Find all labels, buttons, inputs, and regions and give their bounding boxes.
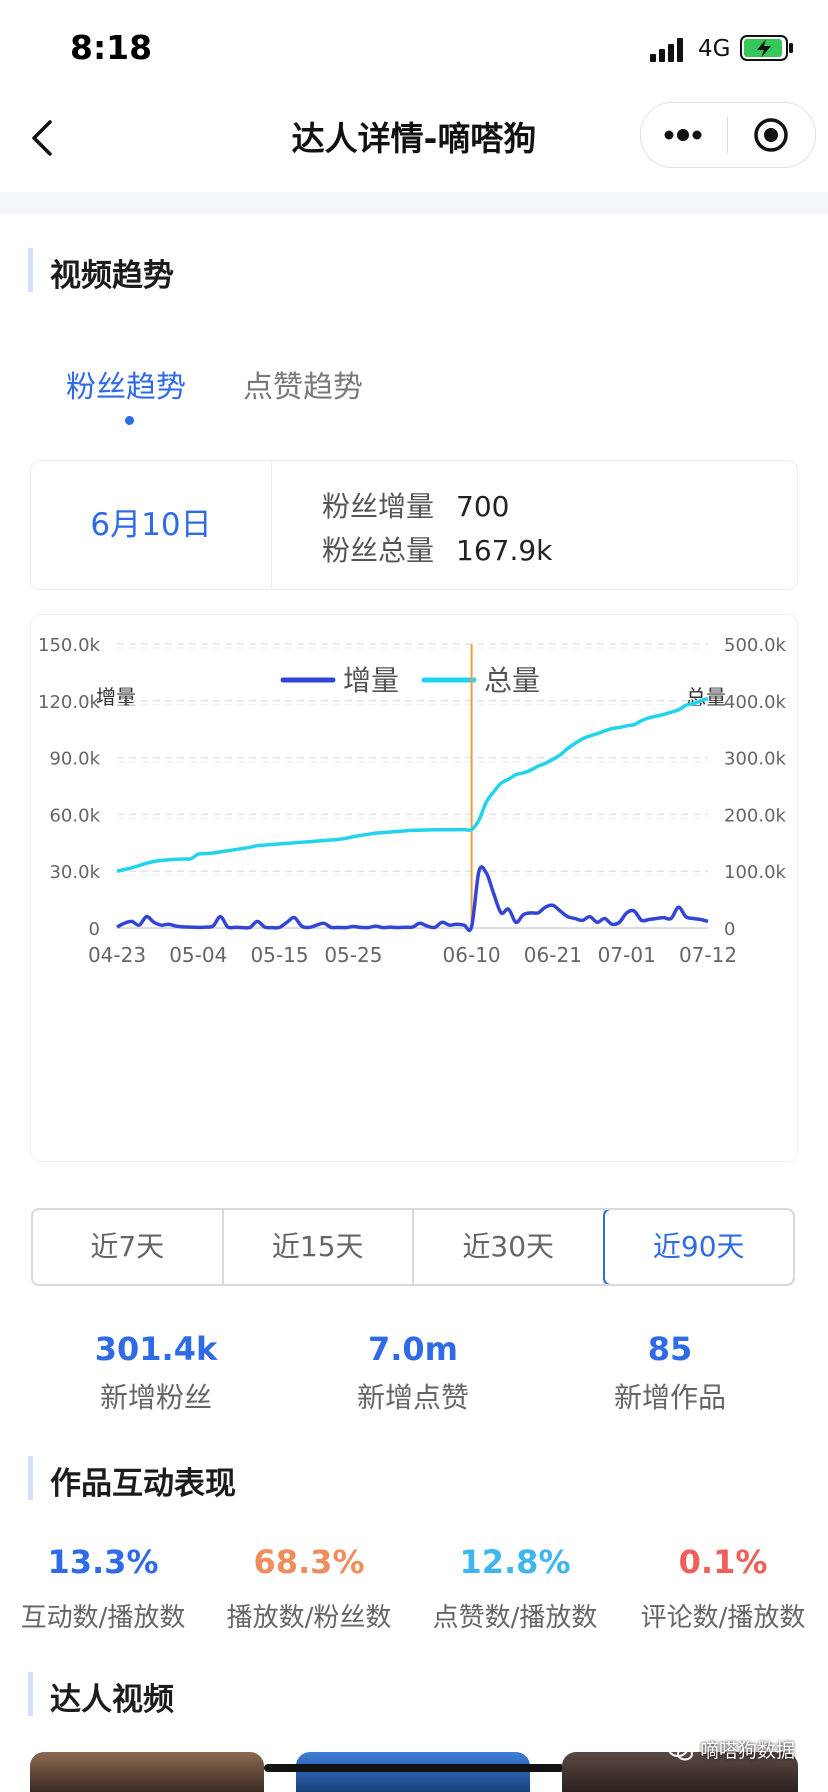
y-right-tick-label: 300.0k xyxy=(724,749,787,770)
x-tick-label: 07-01 xyxy=(598,943,656,967)
y-left-tick-label: 90.0k xyxy=(49,749,100,770)
close-mini-program-icon[interactable] xyxy=(753,117,789,153)
metric-label: 评论数/播放数 xyxy=(640,1603,806,1633)
period-7d-button[interactable]: 近7天 xyxy=(33,1210,224,1284)
y-left-tick-label: 60.0k xyxy=(49,805,100,826)
legend-label-total: 总量 xyxy=(484,664,540,697)
y-right-tick-label: 200.0k xyxy=(724,805,787,826)
active-tab-indicator xyxy=(125,416,134,425)
x-tick-label: 06-10 xyxy=(443,943,501,967)
section-title-interaction: 作品互动表现 xyxy=(50,1466,236,1502)
stat-value: 7.0m xyxy=(367,1330,459,1368)
tab-likes-trend[interactable]: 点赞趋势 xyxy=(243,370,363,405)
y-right-tick-label: 100.0k xyxy=(724,862,787,883)
stat-value: 85 xyxy=(647,1330,693,1368)
series-line-increase xyxy=(116,865,709,933)
x-tick-label: 07-12 xyxy=(679,943,737,967)
fans-increase-row: 粉丝增量 700 xyxy=(322,485,509,525)
back-arrow-icon[interactable] xyxy=(28,118,56,158)
legend-label-increase: 增量 xyxy=(343,664,399,697)
watermark-text: 嘀嗒狗数据 xyxy=(700,1740,796,1762)
y-left-tick-label: 150.0k xyxy=(38,635,101,656)
fans-total-value: 167.9k xyxy=(456,534,553,567)
capsule-divider xyxy=(727,117,728,153)
more-dots-icon[interactable] xyxy=(663,125,705,145)
mini-program-capsule xyxy=(640,102,816,168)
metric-play-per-fan: 68.3% 播放数/粉丝数 xyxy=(214,1543,404,1634)
page-title: 达人详情-嘀嗒狗 xyxy=(291,119,537,158)
metric-value: 68.3% xyxy=(253,1543,365,1581)
stat-value: 301.4k xyxy=(94,1330,218,1368)
section-title-trend: 视频趋势 xyxy=(50,258,174,294)
chart-card xyxy=(30,614,798,1162)
metric-like-per-play: 12.8% 点赞数/播放数 xyxy=(420,1543,610,1634)
stat-new-fans: 301.4k 新增粉丝 xyxy=(56,1330,256,1416)
metric-value: 0.1% xyxy=(678,1543,768,1581)
stat-label: 新增作品 xyxy=(613,1381,726,1414)
period-selector: 近7天 近15天 近30天 近90天 xyxy=(31,1208,795,1286)
tab-fans-trend[interactable]: 粉丝趋势 xyxy=(66,370,186,405)
fans-total-label: 粉丝总量 xyxy=(322,534,435,567)
section-title-videos: 达人视频 xyxy=(50,1682,174,1718)
period-30d-button[interactable]: 近30天 xyxy=(414,1210,605,1284)
y-left-tick-label: 0 xyxy=(89,919,100,940)
selected-date: 6月10日 xyxy=(90,507,212,543)
y-left-tick-label: 120.0k xyxy=(38,692,101,713)
metric-label: 互动数/播放数 xyxy=(20,1603,186,1633)
x-tick-label: 04-23 xyxy=(88,943,146,967)
x-tick-label: 05-25 xyxy=(324,943,382,967)
metric-label: 播放数/粉丝数 xyxy=(226,1603,392,1633)
x-tick-label: 05-04 xyxy=(169,943,227,967)
fans-total-row: 粉丝总量 167.9k xyxy=(322,529,552,569)
metric-value: 12.8% xyxy=(459,1543,571,1581)
metric-label: 点赞数/播放数 xyxy=(432,1603,598,1633)
y-left-tick-label: 30.0k xyxy=(49,862,100,883)
x-tick-label: 05-15 xyxy=(250,943,308,967)
fans-increase-value: 700 xyxy=(456,490,510,523)
signal-icon xyxy=(650,38,683,62)
stat-label: 新增粉丝 xyxy=(99,1381,212,1414)
section-marker xyxy=(28,1456,33,1500)
metric-value: 13.3% xyxy=(47,1543,159,1581)
video-thumbnail[interactable] xyxy=(30,1752,264,1792)
video-thumbnail[interactable] xyxy=(296,1752,530,1792)
info-divider xyxy=(271,461,272,589)
y-right-tick-label: 500.0k xyxy=(724,635,787,656)
y-right-tick-label: 0 xyxy=(724,919,735,940)
period-90d-button[interactable]: 近90天 xyxy=(602,1210,793,1284)
selected-point-info: 6月10日 粉丝增量 700 粉丝总量 167.9k xyxy=(30,460,798,590)
status-time: 8:18 xyxy=(70,28,153,67)
network-type: 4G xyxy=(698,36,731,62)
section-marker xyxy=(28,1672,33,1716)
fans-increase-label: 粉丝增量 xyxy=(322,490,435,523)
stat-new-likes: 7.0m 新增点赞 xyxy=(313,1330,513,1416)
period-15d-button[interactable]: 近15天 xyxy=(224,1210,414,1284)
y-right-tick-label: 400.0k xyxy=(724,692,787,713)
stat-label: 新增点赞 xyxy=(356,1381,469,1414)
metric-interact-per-play: 13.3% 互动数/播放数 xyxy=(8,1543,198,1634)
chart-legend: 增量 总量 xyxy=(280,664,540,697)
stat-new-works: 85 新增作品 xyxy=(570,1330,770,1416)
header-divider-band xyxy=(0,192,828,214)
battery-charging-icon xyxy=(740,35,793,61)
series-line-total xyxy=(116,696,709,873)
fans-trend-chart[interactable]: 增量 总量 增量 总量 0 30.0k 60.0k 90.0k 120.0k 150.0k… xyxy=(0,614,828,1160)
left-axis-title: 增量 xyxy=(96,685,136,709)
x-tick-label: 06-21 xyxy=(524,943,582,967)
metric-comment-per-play: 0.1% 评论数/播放数 xyxy=(628,1543,818,1634)
home-indicator xyxy=(264,1764,564,1772)
section-marker xyxy=(28,248,33,292)
wechat-icon xyxy=(668,1741,693,1761)
